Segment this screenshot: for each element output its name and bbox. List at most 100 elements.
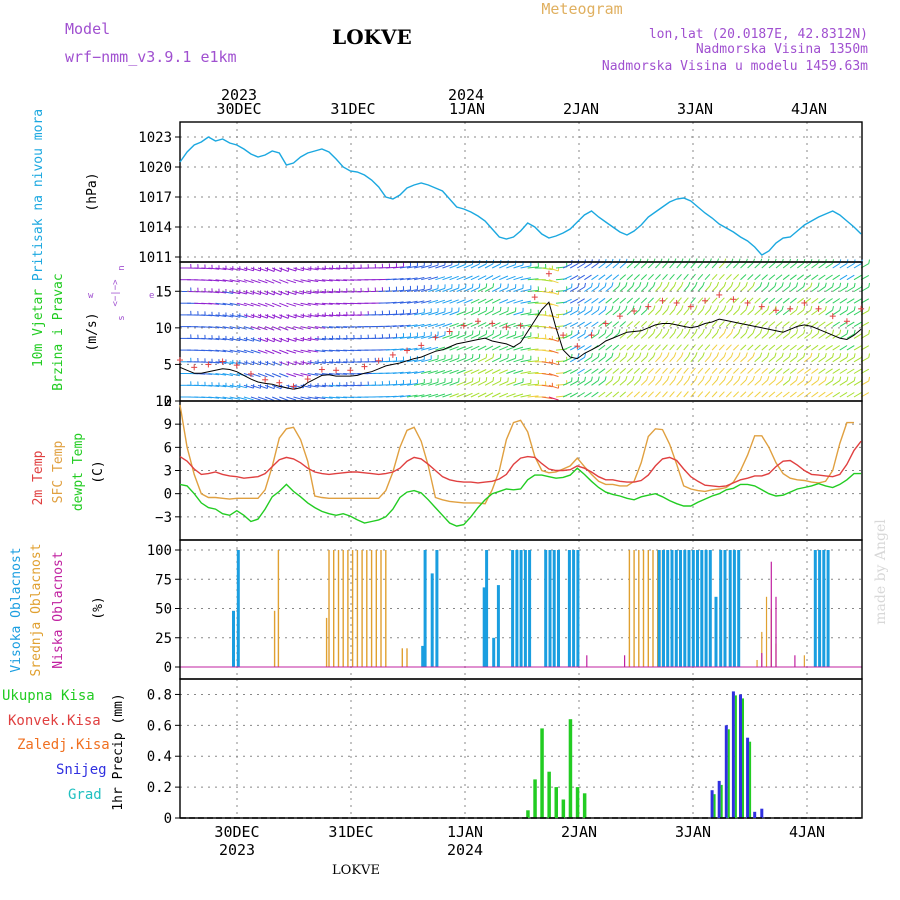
wind-barb: [548, 314, 559, 319]
wind-barb-flag: [492, 306, 495, 311]
wind-barb: [846, 368, 855, 374]
high-cloud-bar: [674, 550, 678, 667]
wind-barb: [669, 273, 675, 281]
wind-barb: [711, 262, 718, 269]
wind-barb: [626, 344, 634, 351]
wind-barb: [811, 286, 819, 292]
wind-barb: [527, 313, 539, 316]
wind-barb: [740, 285, 747, 292]
wind-barb: [279, 279, 289, 284]
model-name: wrf−nmm_v3.9.1 e1km: [65, 48, 237, 66]
wind-barb: [428, 370, 439, 374]
wind-barb: [811, 333, 819, 339]
wind-barb: [669, 344, 675, 351]
wind-barb: [272, 291, 282, 296]
wind-barb: [435, 334, 446, 339]
wind-barb: [272, 349, 282, 355]
wind-barb-flag: [774, 282, 777, 287]
wind-barb: [811, 368, 819, 374]
wind-barb: [456, 392, 466, 398]
wind-barb: [413, 394, 425, 398]
wind-barb-flag: [767, 305, 770, 310]
altitude-label: Nadmorska Visina 1350m: [696, 42, 868, 57]
wind-barb-flag: [584, 376, 586, 381]
temp-tick-label: 12: [155, 394, 172, 410]
wind-barb: [449, 334, 459, 339]
wind-barb-flag: [639, 352, 642, 357]
wind-barb-flag: [853, 282, 856, 288]
wind-barb: [676, 273, 682, 281]
wind-barb: [257, 302, 268, 307]
wind-barb: [584, 333, 592, 339]
wind-barb: [591, 368, 599, 374]
wind-barb: [229, 314, 241, 318]
wind-barb: [236, 302, 247, 307]
wind-barb: [201, 279, 213, 282]
wind-barb: [392, 371, 404, 374]
wind-barb: [293, 349, 304, 354]
wind-barb-flag: [618, 305, 621, 310]
wind-barb: [264, 267, 275, 272]
wind-barb: [250, 396, 261, 401]
wind-barb-flag: [681, 281, 684, 287]
wind-barb-flag: [774, 352, 777, 357]
wind-barb: [818, 380, 826, 386]
wind-barb: [264, 396, 275, 401]
wind-barb-flag: [673, 281, 677, 287]
wind-barb: [839, 333, 848, 339]
wind-barb: [392, 360, 404, 363]
wind-barb: [598, 356, 606, 363]
wind-barb: [761, 274, 768, 281]
wind-barb: [733, 356, 740, 363]
wind-barb: [506, 381, 516, 386]
high-cloud-bar: [700, 550, 704, 667]
wind-barb: [307, 302, 319, 306]
wind-barb-flag: [478, 306, 481, 312]
wind-barb: [662, 285, 668, 292]
wind-barb: [669, 297, 675, 304]
temp-tick-label: 0: [164, 487, 172, 503]
wind-barb: [435, 393, 446, 398]
wind-barb: [279, 267, 289, 272]
precip-legend-snow: Snijeg: [56, 762, 107, 778]
wind-barb-flag: [618, 352, 621, 357]
wind-barb: [697, 391, 704, 398]
wind-barb: [385, 301, 397, 304]
wind-barb: [336, 349, 348, 352]
wind-barb: [449, 264, 459, 269]
wind-barb: [208, 349, 220, 352]
wind-barb: [392, 324, 404, 328]
wind-barb: [697, 262, 704, 269]
wind-key-arrow: <−|−>: [111, 279, 121, 307]
wind-barb: [733, 262, 740, 269]
wind-barb: [421, 264, 432, 269]
credit-watermark: made by Angel: [873, 519, 889, 625]
wind-barb: [697, 344, 704, 351]
wind-barb: [548, 337, 559, 342]
wind-barb: [647, 309, 654, 316]
wind-barb: [718, 391, 725, 398]
wind-barb: [562, 287, 572, 292]
wind-barb: [513, 334, 524, 339]
snow-bar: [724, 725, 728, 818]
wind-barb: [853, 263, 862, 269]
wind-barb-flag: [839, 329, 842, 334]
wind-barb: [811, 379, 819, 386]
wind-barb: [733, 309, 740, 316]
wind-barb: [846, 321, 855, 328]
wind-barb: [236, 279, 247, 283]
wind-barb-flag: [803, 282, 806, 287]
wind-barb: [392, 383, 404, 386]
wind-barb: [562, 298, 572, 304]
high-cloud-bar: [662, 550, 665, 667]
wind-barb: [591, 321, 599, 328]
wind-barb: [733, 391, 740, 398]
wind-barb: [435, 381, 446, 386]
wind-barb-flag: [745, 375, 748, 381]
wind-barb: [690, 391, 696, 398]
high-cloud-bar: [528, 550, 532, 667]
wind-barb: [647, 379, 654, 386]
wind-barb: [421, 358, 432, 363]
wind-barb: [513, 299, 524, 304]
wind-barb: [768, 368, 776, 374]
